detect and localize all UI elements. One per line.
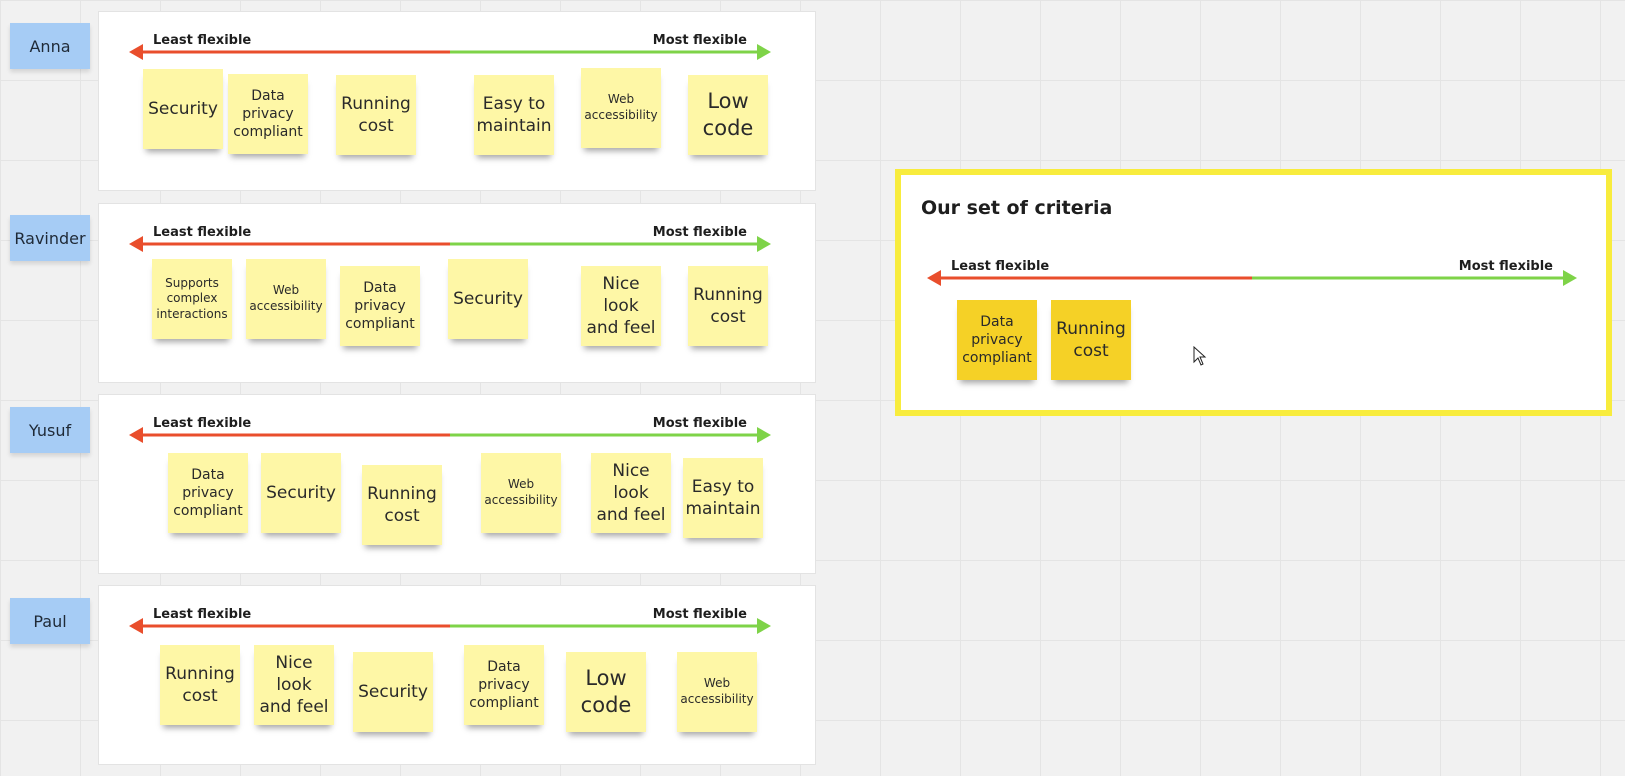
ranking-frame-ravinder[interactable]: Least flexible Most flexible Supports co… — [98, 203, 816, 383]
most-flexible-label: Most flexible — [652, 225, 747, 240]
sticky-note[interactable]: Low code — [566, 652, 646, 732]
most-flexible-label: Most flexible — [1458, 259, 1553, 274]
least-flexible-label: Least flexible — [153, 416, 252, 431]
sticky-note[interactable]: Running cost — [336, 75, 416, 155]
sticky-note[interactable]: Low code — [688, 75, 768, 155]
least-flexible-label: Least flexible — [153, 607, 252, 622]
flexibility-scale: Least flexible Most flexible — [129, 607, 771, 637]
sticky-note-selected[interactable]: Running cost — [1051, 300, 1131, 380]
criteria-title: Our set of criteria — [921, 197, 1113, 219]
ranking-frame-paul[interactable]: Least flexible Most flexible Running cos… — [98, 585, 816, 765]
sticky-note[interactable]: Security — [448, 259, 528, 339]
flexibility-arrow — [129, 236, 771, 252]
least-flexible-label: Least flexible — [951, 259, 1050, 274]
least-flexible-label: Least flexible — [153, 33, 252, 48]
sticky-note[interactable]: Web accessibility — [677, 652, 757, 732]
name-tag-anna[interactable]: Anna — [10, 23, 90, 69]
flexibility-arrow — [129, 427, 771, 443]
flexibility-arrow — [129, 44, 771, 60]
least-flexible-label: Least flexible — [153, 225, 252, 240]
sticky-note[interactable]: Web accessibility — [246, 259, 326, 339]
sticky-note[interactable]: Security — [143, 69, 223, 149]
most-flexible-label: Most flexible — [652, 33, 747, 48]
sticky-note[interactable]: Running cost — [688, 266, 768, 346]
sticky-note[interactable]: Web accessibility — [581, 68, 661, 148]
sticky-note-selected[interactable]: Data privacy compliant — [957, 300, 1037, 380]
most-flexible-label: Most flexible — [652, 416, 747, 431]
flexibility-scale: Least flexible Most flexible — [927, 259, 1577, 289]
sticky-note[interactable]: Supports complex interactions — [152, 259, 232, 339]
flexibility-scale: Least flexible Most flexible — [129, 33, 771, 63]
name-tag-ravinder[interactable]: Ravinder — [10, 215, 90, 261]
mouse-cursor-icon — [1193, 346, 1207, 366]
flexibility-arrow — [927, 270, 1577, 286]
sticky-note[interactable]: Running cost — [160, 645, 240, 725]
sticky-note[interactable]: Nice look and feel — [581, 266, 661, 346]
sticky-note[interactable]: Data privacy compliant — [168, 453, 248, 533]
flexibility-scale: Least flexible Most flexible — [129, 416, 771, 446]
sticky-note[interactable]: Security — [353, 652, 433, 732]
name-tag-yusuf[interactable]: Yusuf — [10, 407, 90, 453]
sticky-note[interactable]: Easy to maintain — [683, 458, 763, 538]
name-tag-paul[interactable]: Paul — [10, 598, 90, 644]
sticky-note[interactable]: Security — [261, 453, 341, 533]
flexibility-arrow — [129, 618, 771, 634]
sticky-note[interactable]: Data privacy compliant — [464, 645, 544, 725]
ranking-frame-yusuf[interactable]: Least flexible Most flexible Data privac… — [98, 394, 816, 574]
sticky-note[interactable]: Easy to maintain — [474, 75, 554, 155]
sticky-note[interactable]: Data privacy compliant — [340, 266, 420, 346]
most-flexible-label: Most flexible — [652, 607, 747, 622]
sticky-note[interactable]: Web accessibility — [481, 453, 561, 533]
criteria-frame[interactable]: Our set of criteria Least flexible Most … — [895, 169, 1612, 416]
ranking-frame-anna[interactable]: Least flexible Most flexible Security Da… — [98, 11, 816, 191]
flexibility-scale: Least flexible Most flexible — [129, 225, 771, 255]
sticky-note[interactable]: Data privacy compliant — [228, 74, 308, 154]
sticky-note[interactable]: Nice look and feel — [591, 453, 671, 533]
sticky-note[interactable]: Running cost — [362, 465, 442, 545]
sticky-note[interactable]: Nice look and feel — [254, 645, 334, 725]
